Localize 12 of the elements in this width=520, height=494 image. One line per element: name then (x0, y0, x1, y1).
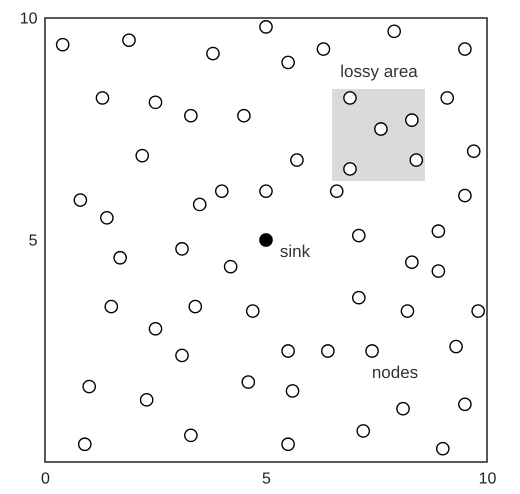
point (409, 153, 424, 167)
point (374, 122, 388, 136)
annotation: lossy area (340, 62, 418, 81)
point (343, 91, 357, 105)
annotation: sink (280, 242, 311, 261)
x-tick-label: 0 (41, 470, 50, 488)
annotation: nodes (372, 363, 418, 382)
point (259, 233, 273, 247)
x-tick-label: 10 (478, 470, 496, 488)
point (343, 162, 357, 176)
x-tick-label: 5 (262, 470, 272, 488)
point (405, 113, 419, 127)
